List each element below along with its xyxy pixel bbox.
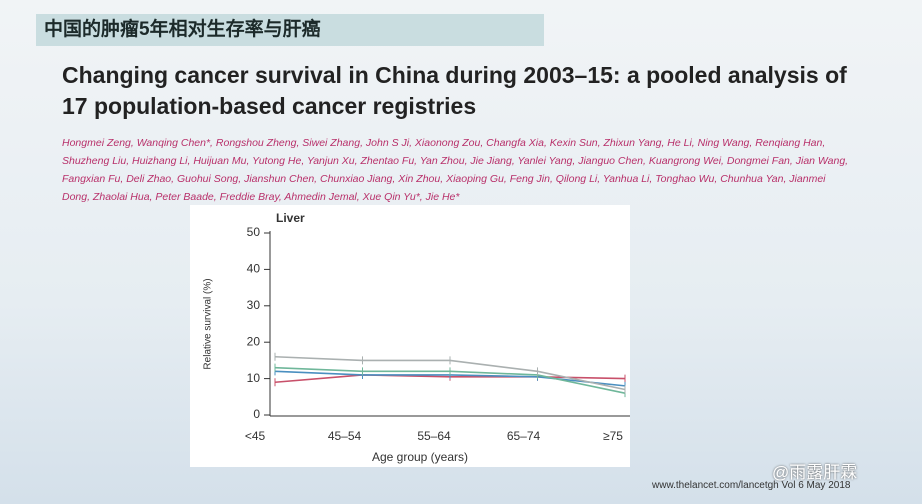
- chart-title: Liver: [276, 211, 305, 225]
- x-tick-label: 55–64: [417, 429, 451, 443]
- y-tick-label: 50: [247, 225, 261, 239]
- paper-title: Changing cancer survival in China during…: [62, 62, 847, 119]
- y-tick-label: 0: [253, 407, 260, 421]
- chart: Liver Relative survival (%) Age group (y…: [190, 205, 630, 467]
- y-tick-label: 20: [247, 334, 261, 348]
- x-tick-label: 65–74: [507, 429, 541, 443]
- x-tick-label: ≥75: [603, 429, 623, 443]
- source: www.thelancet.com/lancetgh Vol 6 May 201…: [652, 480, 851, 491]
- authors: Hongmei Zeng, Wanqing Chen*, Rongshou Zh…: [62, 137, 849, 203]
- y-axis-label: Relative survival (%): [203, 278, 214, 369]
- watermark: @雨露肝霖: [772, 463, 858, 482]
- chart-bg: [190, 205, 630, 467]
- x-tick-label: 45–54: [328, 429, 362, 443]
- x-axis-label: Age group (years): [372, 450, 468, 464]
- y-tick-label: 30: [247, 298, 261, 312]
- header-title: 中国的肿瘤5年相对生存率与肝癌: [36, 14, 544, 46]
- y-tick-label: 10: [247, 371, 261, 385]
- x-tick-label: <45: [245, 429, 266, 443]
- y-tick-label: 40: [247, 262, 261, 276]
